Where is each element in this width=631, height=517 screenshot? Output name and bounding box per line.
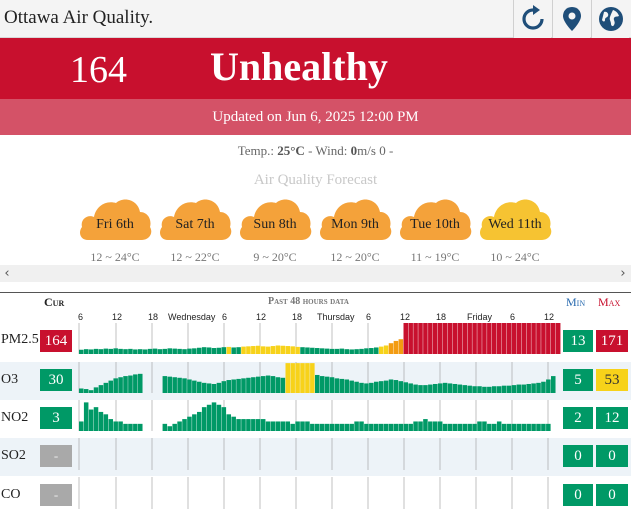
current-value-badge: 164 xyxy=(40,330,72,352)
min-value-badge: 0 xyxy=(563,484,593,506)
pollutant-row[interactable]: PM2.5 164 13 171 xyxy=(0,323,631,361)
day-label: Wednesday xyxy=(168,312,216,322)
forecast-day-label: Sun 8th xyxy=(253,217,297,232)
wind-suffix: m/s 0 - xyxy=(357,143,394,158)
aqi-banner: 164 Unhealthy xyxy=(0,38,631,99)
min-value-badge: 2 xyxy=(563,407,593,429)
cloud-icon xyxy=(400,199,472,240)
forecast-day-0[interactable]: Fri 6th xyxy=(78,192,152,242)
weather-summary: Temp.: 25°C - Wind: 0m/s 0 - xyxy=(0,143,631,159)
aqi-level-label: Unhealthy xyxy=(210,44,388,89)
world-map-button[interactable] xyxy=(591,0,629,38)
pollutant-name: PM2.5 xyxy=(1,332,39,347)
pollutant-row[interactable]: NO2 3 2 12 xyxy=(0,400,631,438)
updated-time: Updated on Jun 6, 2025 12:00 PM xyxy=(0,99,631,135)
forecast-scrollbar[interactable]: ‹ › xyxy=(0,265,631,282)
location-button[interactable] xyxy=(552,0,590,38)
forecast-temp: 11 ~ 19°C xyxy=(410,250,460,264)
time-tick: 18 xyxy=(148,312,159,322)
forecast-temp: 9 ~ 20°C xyxy=(253,250,297,264)
forecast-day-label: Fri 6th xyxy=(96,217,134,232)
min-value-badge: 5 xyxy=(563,369,593,391)
current-value-badge: - xyxy=(40,484,72,506)
forecast-temp: 10 ~ 24°C xyxy=(490,250,540,264)
refresh-icon xyxy=(521,5,544,30)
current-value-badge: 30 xyxy=(40,369,72,391)
forecast-day-3[interactable]: Mon 9th xyxy=(318,192,392,242)
max-value-badge: 0 xyxy=(596,445,628,467)
wind-prefix: - Wind: xyxy=(304,143,351,158)
forecast-temp: 12 ~ 22°C xyxy=(170,250,220,264)
time-tick: 6 xyxy=(366,312,372,322)
forecast-temp: 12 ~ 20°C xyxy=(330,250,380,264)
pollutant-row[interactable]: CO - 0 0 xyxy=(0,477,631,515)
forecast-temp: 12 ~ 24°C xyxy=(90,250,140,264)
wind-value: 0 xyxy=(350,143,358,158)
forecast-day-label: Mon 9th xyxy=(331,217,379,232)
header-current: Cur xyxy=(44,295,65,309)
forecast-day-2[interactable]: Sun 8th xyxy=(238,192,312,242)
temperature-value: 25°C xyxy=(277,143,305,158)
day-label: Thursday xyxy=(317,312,355,322)
pollutant-row[interactable]: O3 30 5 53 xyxy=(0,362,631,400)
day-label: Friday xyxy=(467,312,493,322)
globe-icon xyxy=(598,7,623,31)
forecast-day-label: Sat 7th xyxy=(175,217,215,232)
time-tick: 12 xyxy=(544,312,555,322)
header-past-48h: Past 48 hours data xyxy=(268,296,349,307)
forecast-day-5[interactable]: Wed 11th xyxy=(478,192,552,242)
city-title: Ottawa Air Quality. xyxy=(4,7,154,28)
cloud-icon xyxy=(160,199,232,240)
time-tick: 6 xyxy=(222,312,228,322)
forecast-title: Air Quality Forecast xyxy=(253,172,378,188)
cloud-icon xyxy=(320,199,392,240)
header-max: Max xyxy=(598,295,621,309)
time-tick: 6 xyxy=(510,312,516,322)
min-value-badge: 13 xyxy=(563,330,593,352)
max-value-badge: 171 xyxy=(596,330,628,352)
header-min: Min xyxy=(566,295,586,309)
refresh-button[interactable] xyxy=(513,0,551,38)
time-tick: 12 xyxy=(112,312,123,322)
min-value-badge: 0 xyxy=(563,445,593,467)
forecast-day-1[interactable]: Sat 7th xyxy=(158,192,232,242)
aqi-value: 164 xyxy=(70,49,127,91)
time-tick: 18 xyxy=(436,312,447,322)
current-value-badge: 3 xyxy=(40,407,72,429)
map-pin-icon xyxy=(562,7,581,31)
pollutant-name: NO2 xyxy=(1,410,29,425)
scroll-left-icon[interactable]: ‹ xyxy=(4,266,10,281)
pollutant-name: SO2 xyxy=(1,448,26,463)
forecast-day-label: Tue 10th xyxy=(410,217,460,232)
time-tick: 12 xyxy=(256,312,267,322)
scroll-right-icon[interactable]: › xyxy=(620,266,626,281)
pollutant-name: CO xyxy=(1,487,21,502)
top-bar: Ottawa Air Quality. xyxy=(0,0,631,38)
time-tick: 12 xyxy=(400,312,411,322)
time-tick: 6 xyxy=(78,312,84,322)
forecast-day-label: Wed 11th xyxy=(488,217,542,232)
max-value-badge: 12 xyxy=(596,407,628,429)
max-value-badge: 0 xyxy=(596,484,628,506)
table-divider xyxy=(0,292,631,293)
cloud-icon xyxy=(480,199,552,240)
current-value-badge: - xyxy=(40,445,72,467)
max-value-badge: 53 xyxy=(596,369,628,391)
time-tick: 18 xyxy=(292,312,303,322)
pollutant-row[interactable]: SO2- 0 0 xyxy=(0,438,631,476)
forecast-day-4[interactable]: Tue 10th xyxy=(398,192,472,242)
cloud-icon xyxy=(240,199,312,240)
cloud-icon xyxy=(80,199,152,240)
pollutant-name: O3 xyxy=(1,372,19,387)
temp-prefix: Temp.: xyxy=(237,143,278,158)
